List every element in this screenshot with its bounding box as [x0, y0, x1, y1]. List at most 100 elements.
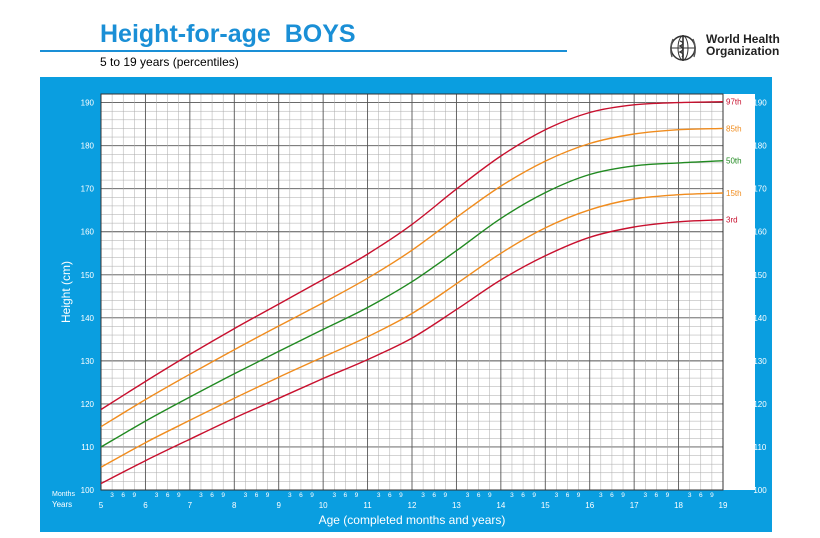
y-tick-label-left: 120: [81, 400, 95, 409]
series-label-50th: 50th: [726, 157, 742, 166]
series-line-97th: [100, 101, 724, 411]
y-tick-label-left: 110: [81, 443, 94, 452]
series-line-85th: [100, 127, 724, 428]
month-tick-label: 3: [332, 492, 336, 499]
month-tick-label: 6: [655, 492, 659, 499]
month-tick-label: 6: [699, 492, 703, 499]
who-emblem-icon: [670, 35, 696, 61]
x-tick-label: 10: [319, 501, 328, 510]
x-tick-label: 17: [630, 501, 639, 510]
chart-title: Height-for-age BOYS: [100, 20, 356, 48]
month-tick-label: 3: [555, 492, 559, 499]
chart-panel: 100 100 110 110 120 120 130 130 140 140 150 150 160 1…: [40, 77, 772, 532]
series-line-3rd: [100, 219, 724, 485]
month-tick-label: 6: [166, 492, 170, 499]
org-name-line2: Organization: [706, 44, 780, 58]
x-tick-label: 18: [674, 501, 683, 510]
y-tick-label-left: 140: [81, 314, 95, 323]
month-tick-label: 6: [121, 492, 125, 499]
month-tick-label: 9: [221, 492, 225, 499]
y-tick-label-left: 100: [81, 486, 95, 495]
y-tick-label-left: 160: [81, 228, 95, 237]
month-tick-label: 3: [421, 492, 425, 499]
month-tick-label: 6: [255, 492, 259, 499]
month-tick-label: 3: [199, 492, 203, 499]
y-tick-label-left: 150: [81, 271, 95, 280]
month-tick-label: 9: [177, 492, 181, 499]
month-tick-label: 6: [477, 492, 481, 499]
x-tick-label: 12: [408, 501, 417, 510]
series-line-15th: [100, 192, 724, 468]
x-tick-label: 9: [276, 501, 281, 510]
plot-border: [100, 93, 724, 491]
series-label-97th: 97th: [726, 98, 742, 107]
month-tick-label: 6: [388, 492, 392, 499]
x-tick-label: 6: [143, 501, 148, 510]
x-tick-label: 8: [232, 501, 237, 510]
month-tick-label: 9: [444, 492, 448, 499]
y-tick-label-right: 140: [753, 314, 767, 323]
x-tick-label: 19: [719, 501, 728, 510]
y-tick-label-right: 160: [753, 228, 767, 237]
month-tick-label: 3: [466, 492, 470, 499]
y-tick-label-right: 120: [753, 400, 767, 409]
month-tick-label: 6: [610, 492, 614, 499]
month-tick-label: 3: [643, 492, 647, 499]
y-tick-label-left: 180: [81, 142, 95, 151]
x-row-label-years: Years: [52, 500, 72, 509]
y-tick-label-right: 170: [753, 185, 767, 194]
y-tick-label-left: 130: [81, 357, 95, 366]
month-tick-label: 9: [621, 492, 625, 499]
y-tick-label-right: 150: [753, 271, 767, 280]
series-label-15th: 15th: [726, 189, 742, 198]
month-tick-label: 6: [566, 492, 570, 499]
x-tick-label: 16: [585, 501, 594, 510]
x-tick-label: 11: [363, 501, 372, 510]
month-tick-label: 3: [377, 492, 381, 499]
x-row-label-months: Months: [52, 491, 75, 498]
y-tick-label-right: 110: [754, 443, 767, 452]
month-tick-label: 3: [155, 492, 159, 499]
org-name-line1: World Health: [706, 32, 780, 46]
chart-subtitle: 5 to 19 years (percentiles): [100, 55, 239, 69]
month-tick-label: 6: [344, 492, 348, 499]
month-tick-label: 3: [688, 492, 692, 499]
month-tick-label: 6: [432, 492, 436, 499]
y-tick-label-right: 190: [753, 99, 767, 108]
month-tick-label: 9: [666, 492, 670, 499]
month-tick-label: 3: [288, 492, 292, 499]
month-tick-label: 9: [399, 492, 403, 499]
month-tick-label: 9: [710, 492, 714, 499]
x-tick-label: 15: [541, 501, 550, 510]
x-tick-label: 5: [99, 501, 104, 510]
y-tick-label-right: 180: [753, 142, 767, 151]
height-for-age-chart: 100 100 110 110 120 120 130 130 140 140 150 150 160 1…: [52, 93, 767, 527]
month-tick-label: 6: [521, 492, 525, 499]
title-divider: [40, 50, 567, 52]
month-tick-label: 9: [266, 492, 270, 499]
x-axis-title: Age (completed months and years): [319, 513, 506, 527]
y-tick-label-right: 130: [753, 357, 767, 366]
y-tick-label-left: 170: [81, 185, 95, 194]
month-tick-label: 6: [210, 492, 214, 499]
x-tick-label: 7: [188, 501, 193, 510]
month-tick-label: 3: [599, 492, 603, 499]
month-tick-label: 9: [355, 492, 359, 499]
month-tick-label: 9: [133, 492, 137, 499]
y-axis-title: Height (cm): [59, 261, 73, 323]
month-tick-label: 9: [310, 492, 314, 499]
month-tick-label: 3: [244, 492, 248, 499]
x-tick-label: 13: [452, 501, 461, 510]
month-tick-label: 9: [488, 492, 492, 499]
series-line-50th: [100, 160, 724, 448]
month-tick-label: 9: [577, 492, 581, 499]
month-tick-label: 3: [110, 492, 114, 499]
month-tick-label: 3: [510, 492, 514, 499]
who-logo: World Health Organization: [668, 33, 808, 63]
month-tick-label: 6: [299, 492, 303, 499]
series-label-3rd: 3rd: [726, 216, 738, 225]
x-tick-label: 14: [496, 501, 505, 510]
y-tick-label-left: 190: [81, 99, 95, 108]
series-label-85th: 85th: [726, 124, 742, 133]
right-strip: [723, 94, 755, 490]
